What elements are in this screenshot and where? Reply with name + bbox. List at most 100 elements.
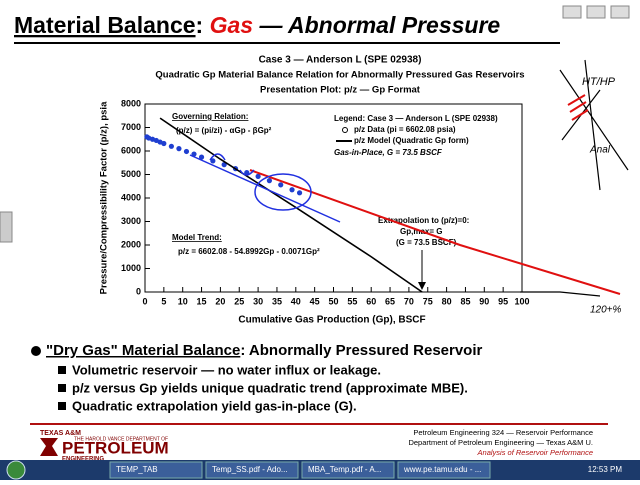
viewer-buttons[interactable]: [562, 5, 630, 19]
data-point: [255, 173, 261, 179]
x-tick-label: 55: [347, 296, 357, 306]
footer-text: Petroleum Engineering 324 — Reservoir Pe…: [413, 428, 593, 437]
chart-subtitle: Presentation Plot: p/z — Gp Format: [260, 85, 421, 96]
x-tick-label: 75: [423, 296, 433, 306]
y-axis-label: Pressure/Compressibility Factor (p/z), p…: [99, 101, 110, 294]
bullet-rest: : Abnormally Pressured Reservoir: [240, 342, 482, 359]
data-point: [210, 158, 216, 164]
annotation: Governing Relation:: [172, 112, 248, 121]
data-point: [191, 151, 197, 157]
sub-bullet: Volumetric reservoir — no water influx o…: [72, 362, 381, 377]
title-part: :: [196, 12, 204, 38]
slide-title: Material Balance: Gas — Abnormal Pressur…: [14, 12, 500, 38]
logo-text: PETROLEUM: [62, 438, 169, 457]
annotation: (p/z) = (pi/zi) - αGp - βGp²: [176, 126, 272, 135]
annotation: (G = 73.5 BSCF): [396, 238, 457, 247]
y-tick-label: 7000: [121, 122, 141, 132]
data-point: [289, 187, 295, 193]
bullet-head: "Dry Gas" Material Balance: [46, 342, 240, 359]
logo-star: [40, 438, 58, 456]
taskbar-item-label: MBA_Temp.pdf - A...: [308, 465, 381, 474]
chart-title: Case 3 — Anderson L (SPE 02938): [259, 55, 422, 66]
logo-text: ENGINEERING: [62, 457, 104, 463]
taskbar-item[interactable]: [301, 461, 395, 479]
logo-text: TEXAS A&M: [40, 430, 81, 437]
start-button[interactable]: [6, 460, 26, 480]
data-point: [183, 148, 190, 155]
arrow-head: [418, 282, 426, 290]
legend-entry: p/z Model (Quadratic Gp form): [354, 136, 469, 145]
y-tick-label: 6000: [121, 145, 141, 155]
title-part: — Abnormal Pressure: [258, 12, 500, 38]
y-tick-label: 5000: [121, 169, 141, 179]
annotation: p/z = 6602.08 - 54.8992Gp - 0.0071Gp²: [178, 247, 320, 256]
annotation: Model Trend:: [172, 233, 222, 242]
y-tick-label: 3000: [121, 216, 141, 226]
x-tick-label: 65: [385, 296, 395, 306]
footer-text: Department of Petroleum Engineering — Te…: [408, 438, 593, 447]
taskbar-item-label: Temp_SS.pdf - Ado...: [212, 465, 288, 474]
legend-marker: [342, 127, 348, 133]
annotation: Extrapolation to (p/z)=0:: [378, 216, 469, 225]
x-tick-label: 85: [460, 296, 470, 306]
x-tick-label: 90: [479, 296, 489, 306]
x-tick-label: 95: [498, 296, 508, 306]
y-tick-label: 4000: [121, 192, 141, 202]
x-tick-label: 20: [215, 296, 225, 306]
data-point: [168, 143, 174, 149]
x-tick-label: 60: [366, 296, 376, 306]
data-point: [266, 178, 273, 184]
x-tick-label: 25: [234, 296, 244, 306]
clock: 12:53 PM: [588, 465, 623, 474]
chart-subtitle: Quadratic Gp Material Balance Relation f…: [155, 70, 524, 81]
x-tick-label: 100: [514, 296, 529, 306]
legend-note: Gas-in-Place, G = 73.5 BSCF: [334, 148, 443, 157]
sub-bullets: [58, 366, 66, 410]
title-part: Material Balance: [14, 12, 196, 38]
y-tick-label: 0: [136, 286, 141, 296]
x-tick-label: 10: [178, 296, 188, 306]
title-part: Gas: [210, 12, 253, 38]
x-axis-label: Cumulative Gas Production (Gp), BSCF: [238, 315, 425, 326]
sub-bullet: Quadratic extrapolation yield gas-in-pla…: [72, 398, 357, 413]
logo-text: THE HAROLD VANCE DEPARTMENT OF: [74, 436, 168, 442]
ink-annotations: [189, 59, 629, 297]
data-point: [278, 182, 284, 188]
x-tick-label: 30: [253, 296, 263, 306]
y-tick-label: 8000: [121, 98, 141, 108]
x-tick-label: 50: [328, 296, 338, 306]
x-tick-label: 80: [442, 296, 452, 306]
x-tick-label: 40: [291, 296, 301, 306]
legend-entry: p/z Data (pi = 6602.08 psia): [354, 125, 456, 134]
legend-title: Legend: Case 3 — Anderson L (SPE 02938): [334, 114, 498, 123]
slide-bg: [0, 0, 640, 460]
sub-bullet: p/z versus Gp yields unique quadratic tr…: [72, 380, 468, 395]
x-tick-label: 5: [161, 296, 166, 306]
bullet-text: "Dry Gas" Material Balance: Abnormally P…: [46, 342, 483, 359]
taskbar-item[interactable]: [109, 461, 203, 479]
taskbar-item[interactable]: [205, 461, 299, 479]
x-tick-label: 70: [404, 296, 414, 306]
data-point: [296, 190, 303, 196]
x-tick-label: 45: [310, 296, 320, 306]
y-tick-label: 1000: [121, 263, 141, 273]
data-point: [198, 154, 205, 160]
bullet: [31, 346, 41, 356]
taskbar-item-label: TEMP_TAB: [116, 465, 158, 474]
data-point: [161, 140, 167, 147]
y-tick-label: 2000: [121, 239, 141, 249]
ink-note: HT/HP: [582, 76, 616, 88]
ink-note: Anal: [589, 145, 611, 156]
x-tick-label: 15: [197, 296, 207, 306]
data-point: [176, 146, 182, 152]
taskbar-item-label: www.pe.tamu.edu - ...: [403, 465, 481, 474]
x-tick-label: 35: [272, 296, 282, 306]
data-point: [244, 170, 250, 176]
footer-text: Analysis of Reservoir Performance: [477, 448, 593, 457]
x-tick-label: 0: [142, 296, 147, 306]
taskbar-item[interactable]: [397, 461, 491, 479]
ink-note: 120+%: [590, 305, 622, 316]
side-tab[interactable]: [0, 211, 13, 243]
